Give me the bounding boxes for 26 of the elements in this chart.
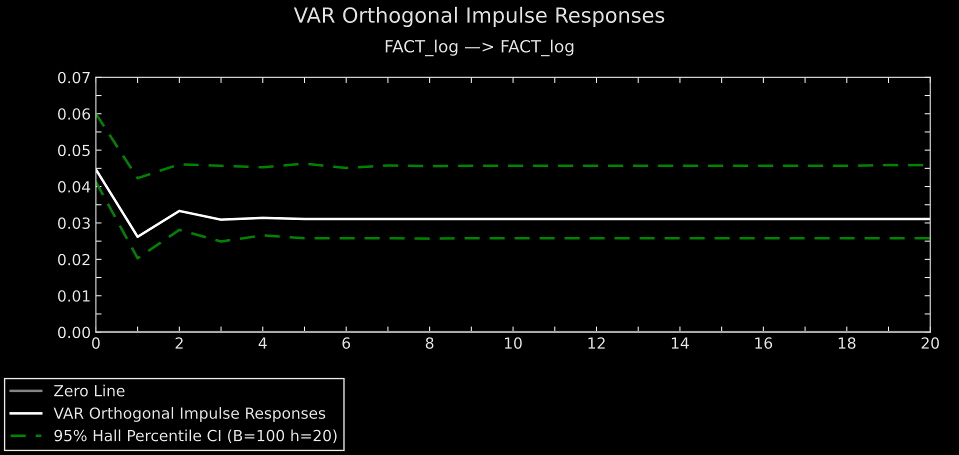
- x-tick-label: 10: [505, 337, 522, 349]
- y-tick-label: 0.02: [58, 254, 90, 266]
- y-tick-label: 0.07: [58, 72, 90, 84]
- y-tick-label: 0.05: [58, 144, 90, 156]
- x-tick-label: 18: [838, 337, 856, 349]
- x-tick-label: 20: [922, 337, 939, 349]
- y-tick-label: 0.06: [58, 108, 90, 120]
- chart-subtitle: FACT_log —> FACT_log: [386, 40, 574, 56]
- legend-label: Zero Line: [54, 384, 125, 396]
- legend-label: VAR Orthogonal Impulse Responses: [54, 407, 326, 422]
- x-tick-label: 4: [258, 337, 267, 349]
- x-tick-label: 6: [342, 337, 350, 349]
- x-tick-label: 16: [755, 337, 772, 349]
- x-tick-label: 14: [672, 337, 689, 349]
- line-series: [96, 168, 930, 238]
- x-tick-label: 2: [176, 337, 183, 349]
- y-tick-label: 0.00: [58, 326, 90, 338]
- chart-title: VAR Orthogonal Impulse Responses: [294, 6, 664, 27]
- x-tick-label: 12: [588, 337, 605, 349]
- x-tick-label: 0: [92, 337, 100, 349]
- x-tick-label: 8: [426, 337, 434, 349]
- y-tick-label: 0.04: [58, 181, 90, 193]
- y-tick-label: 0.03: [58, 217, 90, 229]
- y-tick-label: 0.01: [58, 290, 90, 302]
- line-series: [96, 180, 930, 260]
- legend-label: 95% Hall Percentile CI (B=100 h=20): [54, 430, 337, 444]
